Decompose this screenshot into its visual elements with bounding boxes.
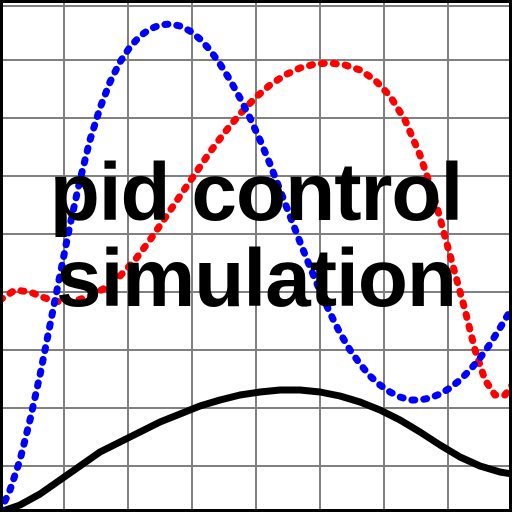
- pid-chart: pid control simulation: [0, 0, 512, 512]
- chart-canvas: [0, 0, 512, 512]
